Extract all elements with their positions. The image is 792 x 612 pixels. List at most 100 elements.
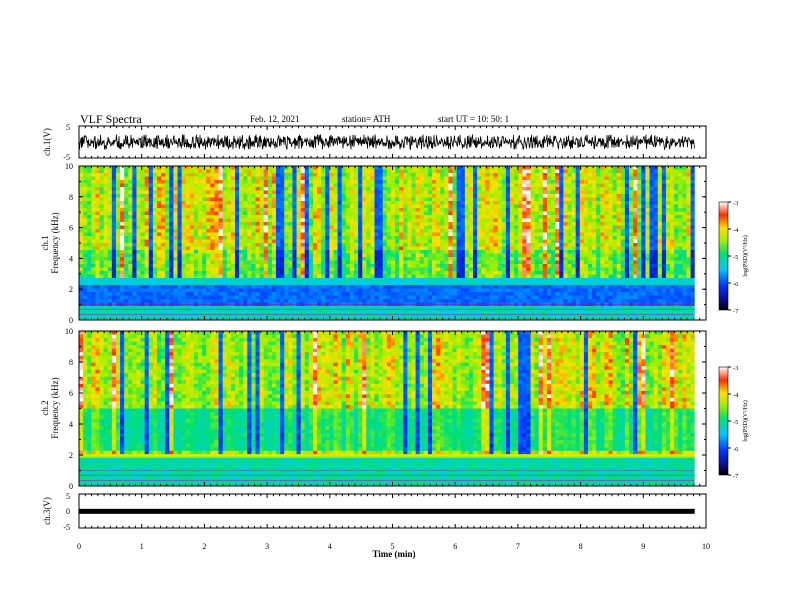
spectrogram-cell: [514, 236, 519, 240]
spectrogram-cell: [177, 173, 183, 177]
spectrogram-cell: [608, 246, 614, 251]
spectrogram-cell: [156, 264, 162, 268]
spectrogram-cell: [415, 232, 421, 237]
spectrogram-cell: [128, 215, 133, 219]
spectrogram-cell: [185, 173, 191, 177]
spectrogram-cell: [226, 274, 232, 279]
spectrogram-cell: [148, 201, 154, 205]
spectrogram-cell: [674, 215, 679, 219]
spectrogram-cell: [370, 260, 376, 265]
spectrogram-cell: [505, 253, 511, 258]
spectrogram-cell: [489, 274, 495, 279]
spectrogram-cell: [210, 229, 215, 233]
spectrogram-cell: [390, 201, 396, 205]
spectrogram-cell: [312, 180, 318, 184]
spectrogram-cell: [563, 250, 568, 254]
spectrogram-cell: [583, 194, 589, 198]
spectrogram-cell: [280, 229, 285, 233]
spectrogram-cell: [321, 218, 326, 223]
spectrogram-cell: [452, 267, 458, 272]
spectrogram-cell: [374, 197, 380, 202]
spectrogram-cell: [87, 204, 92, 209]
spectrogram-cell: [514, 243, 519, 247]
spectrogram-cell: [156, 190, 162, 195]
spectrogram-cell: [477, 225, 482, 230]
spectrogram-cell: [140, 201, 146, 205]
spectrogram-cell: [423, 173, 429, 177]
spectrogram-cell: [300, 180, 306, 184]
spectrogram-cell: [670, 211, 675, 216]
spectrogram-cell: [362, 257, 367, 261]
spectrogram-cell: [641, 190, 646, 195]
spectrogram-cell: [189, 201, 195, 205]
spectrogram-cell: [624, 166, 630, 170]
spectrogram-cell: [407, 204, 412, 209]
spectrogram-cell: [181, 260, 187, 265]
spectrogram-cell: [477, 194, 482, 198]
spectrogram-cell: [386, 187, 392, 191]
spectrogram-cell: [276, 183, 281, 188]
spectrogram-cell: [551, 257, 556, 261]
spectrogram-cell: [321, 257, 326, 261]
spectrogram-cell: [99, 215, 105, 219]
spectrogram-cell: [202, 218, 207, 223]
spectrogram-cell: [251, 211, 256, 216]
spectrogram-cell: [657, 190, 663, 195]
spectrogram-cell: [649, 197, 655, 202]
spectrogram-cell: [460, 264, 466, 268]
spectrogram-cell: [612, 215, 618, 219]
spectrogram-cell: [259, 211, 265, 216]
spectrogram-cell: [276, 166, 281, 170]
spectrogram-cell: [161, 201, 166, 205]
spectrogram-cell: [341, 190, 347, 195]
spectrogram-cell: [83, 253, 88, 258]
spectrogram-cell: [468, 257, 474, 261]
spectrogram-cell: [690, 180, 696, 184]
spectrogram-cell: [567, 180, 573, 184]
spectrogram-cell: [79, 250, 84, 254]
spectrogram-cell: [378, 236, 384, 240]
spectrogram-cell: [587, 173, 593, 177]
spectrogram-cell: [251, 218, 256, 223]
spectrogram-cell: [210, 246, 215, 251]
spectrogram-cell: [251, 190, 256, 195]
spectrogram-cell: [587, 246, 593, 251]
spectrogram-cell: [312, 260, 318, 265]
spectrogram-cell: [415, 173, 421, 177]
spectrogram-cell: [505, 274, 511, 279]
spectrogram-cell: [452, 190, 458, 195]
spectrogram-cell: [432, 243, 437, 247]
spectrogram-cell: [111, 229, 117, 233]
spectrogram-cell: [234, 222, 240, 226]
spectrogram-cell: [83, 201, 88, 205]
spectrogram-cell: [349, 183, 355, 188]
spectrogram-cell: [620, 257, 626, 261]
spectrogram-cell: [637, 225, 642, 230]
spectrogram-cell: [263, 225, 269, 230]
spectrogram-cell: [481, 243, 486, 247]
spectrogram-cell: [419, 169, 425, 174]
spectrogram-cell: [148, 204, 154, 209]
spectrogram-cell: [485, 222, 490, 226]
spectrogram-cell: [156, 173, 162, 177]
spectrogram-cell: [641, 264, 646, 268]
spectrogram-cell: [657, 215, 663, 219]
spectrogram-cell: [140, 253, 146, 258]
spectrogram-cell: [551, 267, 556, 272]
spectrogram-cell: [280, 257, 285, 261]
spectrogram-cell: [493, 169, 499, 174]
spectrogram-cell: [156, 260, 162, 265]
spectrogram-cell: [181, 222, 187, 226]
spectrogram-cell: [378, 225, 384, 230]
spectrogram-cell: [111, 197, 117, 202]
spectrogram-cell: [333, 215, 339, 219]
spectrogram-cell: [366, 253, 371, 258]
spectrogram-cell: [460, 229, 466, 233]
spectrogram-cell: [567, 239, 573, 244]
spectrogram-cell: [333, 257, 339, 261]
spectrogram-cell: [152, 253, 158, 258]
spectrogram-cell: [251, 180, 256, 184]
spectrogram-cell: [280, 208, 285, 212]
spectrogram-cell: [530, 173, 536, 177]
spectrogram-cell: [284, 187, 289, 191]
